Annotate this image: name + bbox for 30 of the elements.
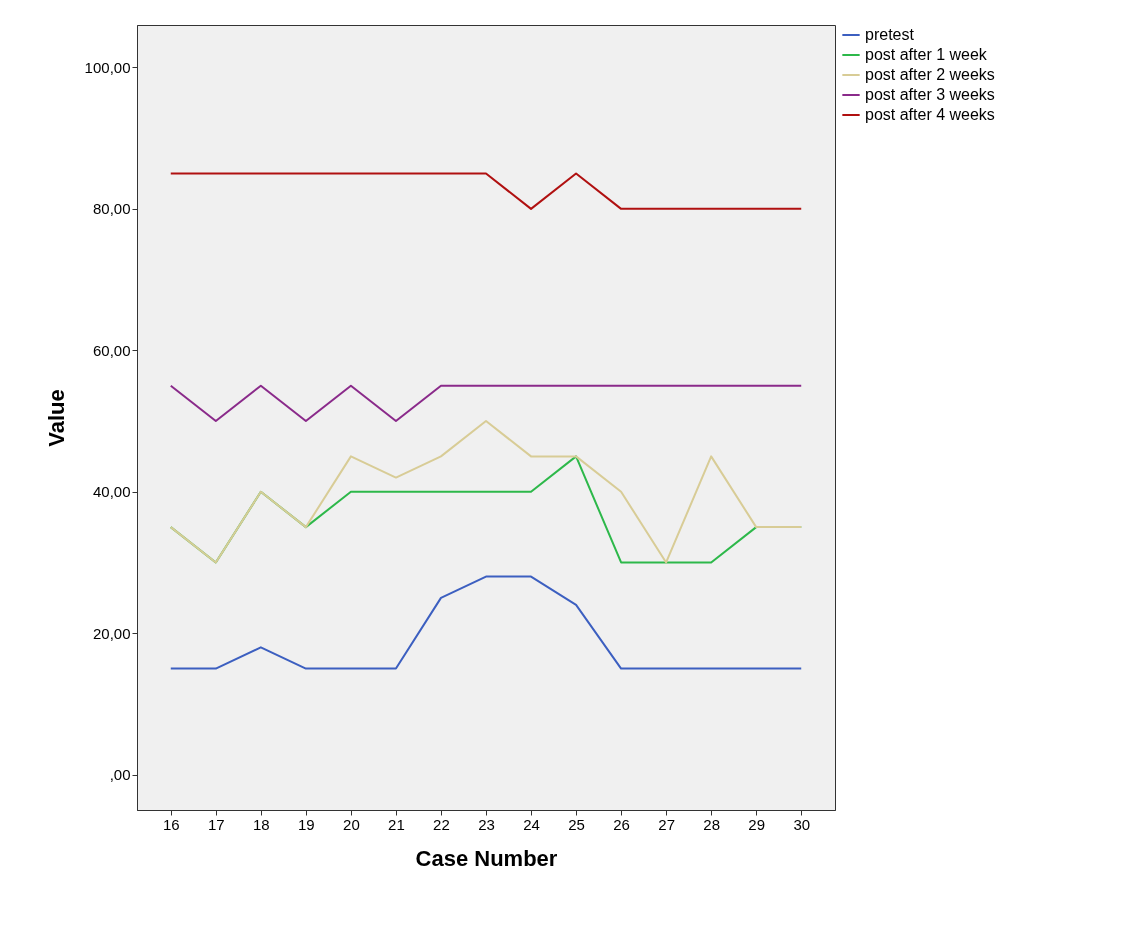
y-tick-label: 100,00: [84, 58, 131, 76]
legend-label: pretest: [865, 26, 915, 43]
y-tick-label: 60,00: [92, 341, 131, 359]
y-tick-label: 40,00: [92, 483, 131, 501]
x-tick-label: 27: [658, 815, 675, 833]
x-tick-label: 16: [162, 815, 180, 833]
x-tick-label: 18: [252, 815, 270, 833]
x-tick-label: 28: [703, 815, 721, 833]
x-tick-label: 30: [793, 815, 811, 833]
x-tick-label: 21: [388, 815, 405, 833]
legend-label: post after 2 weeks: [865, 66, 995, 83]
line-series: [169, 420, 803, 564]
x-tick-label: 20: [343, 815, 360, 833]
x-tick-label: 26: [613, 815, 630, 833]
x-tick-label: 25: [568, 815, 585, 833]
x-tick-label: 22: [433, 815, 450, 833]
line-series: [169, 575, 803, 670]
y-tick-label: ,00: [109, 766, 131, 784]
x-tick-label: 29: [748, 815, 766, 833]
x-tick-label: 24: [523, 815, 540, 833]
x-tick-label: 17: [207, 815, 225, 833]
legend-label: post after 1 week: [865, 46, 988, 63]
y-tick-label: 80,00: [92, 200, 131, 218]
x-axis-title: Case Number: [415, 845, 558, 871]
y-axis-title: Value: [43, 389, 69, 447]
y-tick-label: 20,00: [92, 624, 131, 642]
legend-label: post after 3 weeks: [865, 86, 995, 103]
legend-label: post after 4 weeks: [865, 106, 995, 123]
x-tick-label: 19: [298, 815, 315, 833]
x-tick-label: 23: [478, 815, 495, 833]
